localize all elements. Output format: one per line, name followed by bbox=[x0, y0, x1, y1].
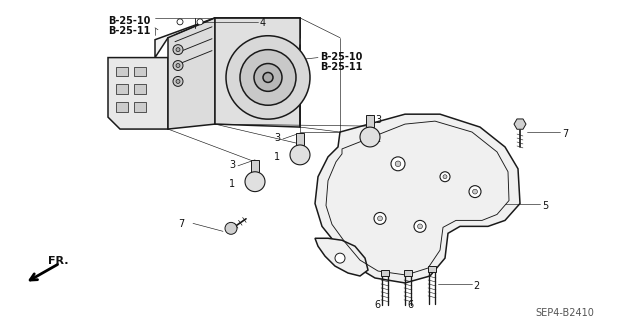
Bar bbox=[116, 102, 128, 112]
Circle shape bbox=[225, 222, 237, 234]
Circle shape bbox=[391, 157, 405, 171]
Text: 2: 2 bbox=[473, 281, 479, 291]
Circle shape bbox=[245, 172, 265, 192]
Bar bbox=[116, 84, 128, 94]
Circle shape bbox=[472, 189, 477, 194]
Circle shape bbox=[173, 60, 183, 70]
Circle shape bbox=[176, 48, 180, 52]
Text: 3: 3 bbox=[229, 160, 235, 170]
Circle shape bbox=[240, 50, 296, 105]
Bar bbox=[381, 270, 389, 276]
Circle shape bbox=[443, 175, 447, 179]
Polygon shape bbox=[315, 238, 368, 276]
Text: B-25-10: B-25-10 bbox=[320, 52, 362, 62]
Text: 3: 3 bbox=[274, 133, 280, 143]
Circle shape bbox=[173, 76, 183, 86]
Text: 4: 4 bbox=[260, 18, 266, 28]
Circle shape bbox=[197, 19, 203, 25]
Text: FR.: FR. bbox=[48, 256, 68, 266]
Bar bbox=[251, 160, 259, 172]
Polygon shape bbox=[315, 114, 520, 283]
Text: 5: 5 bbox=[542, 201, 548, 211]
Bar bbox=[366, 115, 374, 127]
Circle shape bbox=[396, 161, 401, 167]
Polygon shape bbox=[155, 18, 300, 58]
Circle shape bbox=[263, 72, 273, 83]
Circle shape bbox=[176, 79, 180, 84]
Bar bbox=[134, 84, 146, 94]
Circle shape bbox=[440, 172, 450, 182]
Bar bbox=[116, 67, 128, 76]
Circle shape bbox=[414, 220, 426, 232]
Circle shape bbox=[469, 186, 481, 197]
Text: B-25-10: B-25-10 bbox=[108, 16, 150, 26]
Text: 1: 1 bbox=[229, 179, 235, 189]
Text: 1: 1 bbox=[375, 134, 381, 144]
Circle shape bbox=[360, 127, 380, 147]
Circle shape bbox=[254, 64, 282, 91]
Text: B-25-11: B-25-11 bbox=[108, 26, 150, 36]
Circle shape bbox=[290, 145, 310, 165]
Text: 6: 6 bbox=[407, 300, 413, 310]
Text: B-25-11: B-25-11 bbox=[320, 61, 362, 72]
Circle shape bbox=[374, 212, 386, 224]
Polygon shape bbox=[215, 18, 300, 127]
Bar bbox=[404, 270, 412, 276]
Circle shape bbox=[176, 64, 180, 68]
Circle shape bbox=[226, 36, 310, 119]
Bar bbox=[134, 67, 146, 76]
Bar bbox=[296, 133, 304, 145]
Circle shape bbox=[173, 45, 183, 55]
Circle shape bbox=[335, 253, 345, 263]
Text: 7: 7 bbox=[562, 129, 568, 139]
Circle shape bbox=[177, 19, 183, 25]
Text: 3: 3 bbox=[375, 115, 381, 125]
Circle shape bbox=[417, 224, 422, 229]
Text: 6: 6 bbox=[374, 300, 380, 310]
Bar bbox=[134, 102, 146, 112]
Circle shape bbox=[378, 216, 383, 221]
Polygon shape bbox=[168, 18, 215, 129]
Text: 7: 7 bbox=[178, 220, 184, 229]
Bar bbox=[428, 266, 436, 272]
Text: 1: 1 bbox=[274, 152, 280, 162]
Polygon shape bbox=[514, 119, 526, 129]
Text: SEP4-B2410: SEP4-B2410 bbox=[535, 308, 594, 318]
Polygon shape bbox=[108, 58, 168, 129]
